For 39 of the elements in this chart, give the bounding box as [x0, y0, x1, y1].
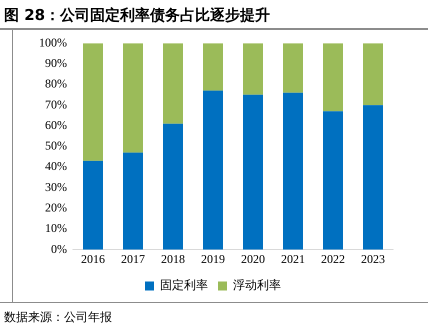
x-tick-label: 2021 [281, 252, 305, 266]
bar [323, 111, 343, 250]
bar [323, 43, 343, 112]
y-tick-label: 10% [44, 221, 67, 236]
bar [203, 90, 223, 250]
y-tick-label: 30% [44, 180, 67, 194]
x-tick-label: 2023 [361, 252, 385, 266]
y-tick-label: 80% [44, 76, 67, 91]
y-tick-label: 90% [44, 56, 67, 70]
y-tick-label: 70% [44, 97, 67, 112]
x-tick-label: 2020 [241, 252, 265, 266]
legend-label: 固定利率 [160, 278, 208, 292]
bar [203, 43, 223, 91]
x-tick-label: 2017 [120, 252, 145, 266]
x-tick-label: 2022 [321, 252, 345, 266]
bar [243, 43, 263, 95]
y-tick-label: 60% [44, 118, 67, 132]
x-tick-label: 2018 [160, 252, 185, 266]
source-note: 数据来源：公司年报 [4, 309, 113, 326]
x-tick-label: 2016 [80, 252, 105, 266]
y-tick-label: 0% [50, 242, 67, 256]
bar [243, 94, 263, 250]
y-tick-label: 100% [38, 35, 67, 50]
y-tick-label: 50% [44, 138, 67, 153]
chart-title: 图 28：公司固定利率债务占比逐步提升 [0, 0, 428, 30]
x-tick-label: 2019 [201, 252, 225, 266]
bar [162, 124, 183, 250]
bar [122, 152, 143, 250]
legend-label: 浮动利率 [233, 278, 281, 292]
bar [162, 43, 183, 124]
y-tick-label: 40% [44, 159, 67, 174]
bar [82, 43, 103, 161]
bar [122, 43, 143, 153]
bar [283, 43, 303, 93]
bar [82, 160, 103, 250]
y-tick-label: 20% [44, 200, 67, 214]
bar [363, 43, 383, 106]
bar [363, 105, 383, 250]
bar [283, 92, 303, 250]
